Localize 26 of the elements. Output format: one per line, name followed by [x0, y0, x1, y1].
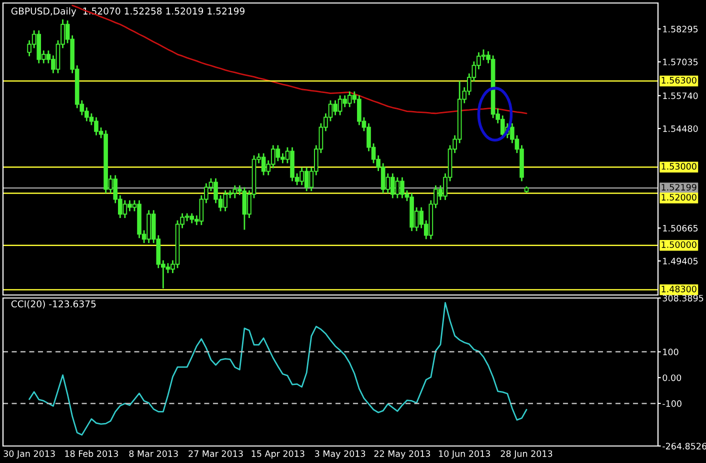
y-tick-label: 100	[663, 348, 678, 356]
y-tick-label: 308.3895	[662, 294, 704, 302]
ref-line-label: 1.50000	[662, 241, 696, 248]
y-tick-label: 1.54480	[663, 125, 698, 132]
x-tick-label: 18 Feb 2013	[65, 450, 118, 457]
ref-line-label: 1.52199	[662, 184, 696, 191]
x-tick-label: 15 Apr 2013	[252, 450, 304, 459]
y-tick-label: 1.50665	[663, 224, 698, 232]
chart-title: CCI(20) -123.6375	[11, 300, 96, 309]
ref-line-label: 1.56300	[662, 76, 696, 84]
ref-line-label: 1.52000	[662, 194, 696, 201]
x-tick-label: 3 May 2013	[314, 450, 366, 459]
x-tick-label: 28 Jun 2013	[500, 450, 552, 459]
y-tick-label: 1.57035	[663, 58, 698, 66]
ref-line-label: 1.53000	[662, 163, 696, 170]
y-tick-label: 0.00	[662, 374, 682, 382]
y-tick-label: 1.58295	[663, 26, 698, 32]
ref-line-label: 1.48300	[662, 286, 696, 292]
y-tick-label: 1.49405	[663, 258, 698, 264]
x-tick-label: 27 Mar 2013	[188, 450, 243, 457]
x-tick-label: 8 Mar 2013	[129, 450, 178, 457]
x-tick-label: 30 Jan 2013	[4, 450, 55, 459]
x-tick-label: 10 Jun 2013	[439, 450, 490, 459]
y-tick-label: 1.55740	[663, 92, 698, 100]
x-tick-label: 22 May 2013	[374, 450, 430, 459]
y-tick-label: -100	[662, 400, 682, 407]
